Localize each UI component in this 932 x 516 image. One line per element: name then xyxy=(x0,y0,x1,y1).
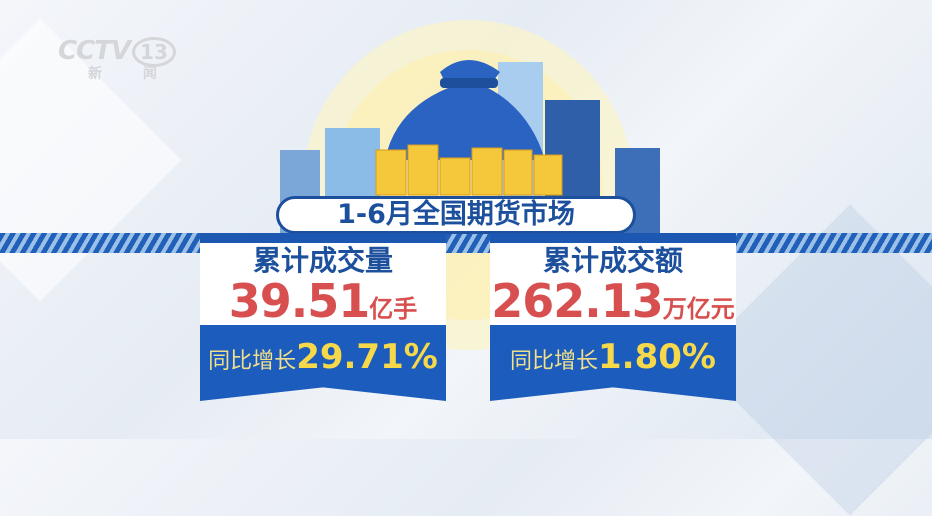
card-unit: 亿手 xyxy=(369,295,418,323)
turnover-card: 累计成交额 262.13万亿元 同比增长1.80% xyxy=(490,233,736,401)
page-title: 1-6月全国期货市场 xyxy=(276,196,636,234)
card-label: 累计成交额 xyxy=(542,244,683,277)
card-label: 累计成交量 xyxy=(252,244,393,277)
card-value: 262.13 xyxy=(491,274,664,328)
striped-banner xyxy=(0,233,932,253)
card-unit: 万亿元 xyxy=(662,295,735,323)
growth-prefix: 同比增长 xyxy=(208,349,297,374)
growth-prefix: 同比增长 xyxy=(510,349,599,374)
card-value: 39.51 xyxy=(228,274,371,328)
volume-card: 累计成交量 39.51亿手 同比增长29.71% xyxy=(200,233,446,401)
growth-value: 29.71% xyxy=(296,337,438,377)
growth-value: 1.80% xyxy=(598,337,716,377)
money-bag-tie xyxy=(440,78,498,88)
money-bag-icon xyxy=(385,60,545,160)
coin-stacks xyxy=(375,144,563,196)
cctv13-logo: CCTV 13 新 闻 xyxy=(58,36,176,82)
